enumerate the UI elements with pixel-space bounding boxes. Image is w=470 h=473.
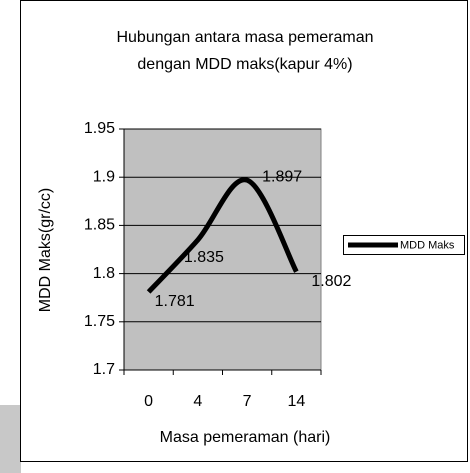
y-tick-label: 1.8 — [93, 265, 115, 282]
legend-box — [343, 235, 465, 255]
y-tick-label: 1.85 — [84, 217, 115, 234]
data-label: 1.781 — [155, 293, 195, 310]
line — [146, 177, 299, 294]
legend-label: MDD Maks — [400, 239, 455, 251]
x-axis-label: Masa pemeraman (hari) — [160, 429, 331, 446]
x-tick-label: 7 — [243, 393, 252, 410]
y-tick-label: 1.95 — [84, 120, 115, 137]
x-tick-label: 0 — [144, 393, 153, 410]
y-tick-label: 1.9 — [93, 168, 115, 185]
y-tick-label: 1.7 — [93, 361, 115, 378]
y-axis-label: MDD Maks(gr/cc) — [37, 188, 54, 312]
x-tick-label: 14 — [287, 393, 305, 410]
chart-title: dengan MDD maks(kapur 4%) — [137, 56, 352, 73]
data-label: 1.897 — [262, 168, 302, 185]
data-label: 1.835 — [184, 249, 224, 266]
x-tick-label: 4 — [193, 393, 202, 410]
background-patch — [0, 405, 21, 473]
data-label: 1.802 — [311, 273, 351, 290]
y-tick-label: 1.75 — [84, 313, 115, 330]
chart-title: Hubungan antara masa pemeraman — [116, 29, 373, 46]
